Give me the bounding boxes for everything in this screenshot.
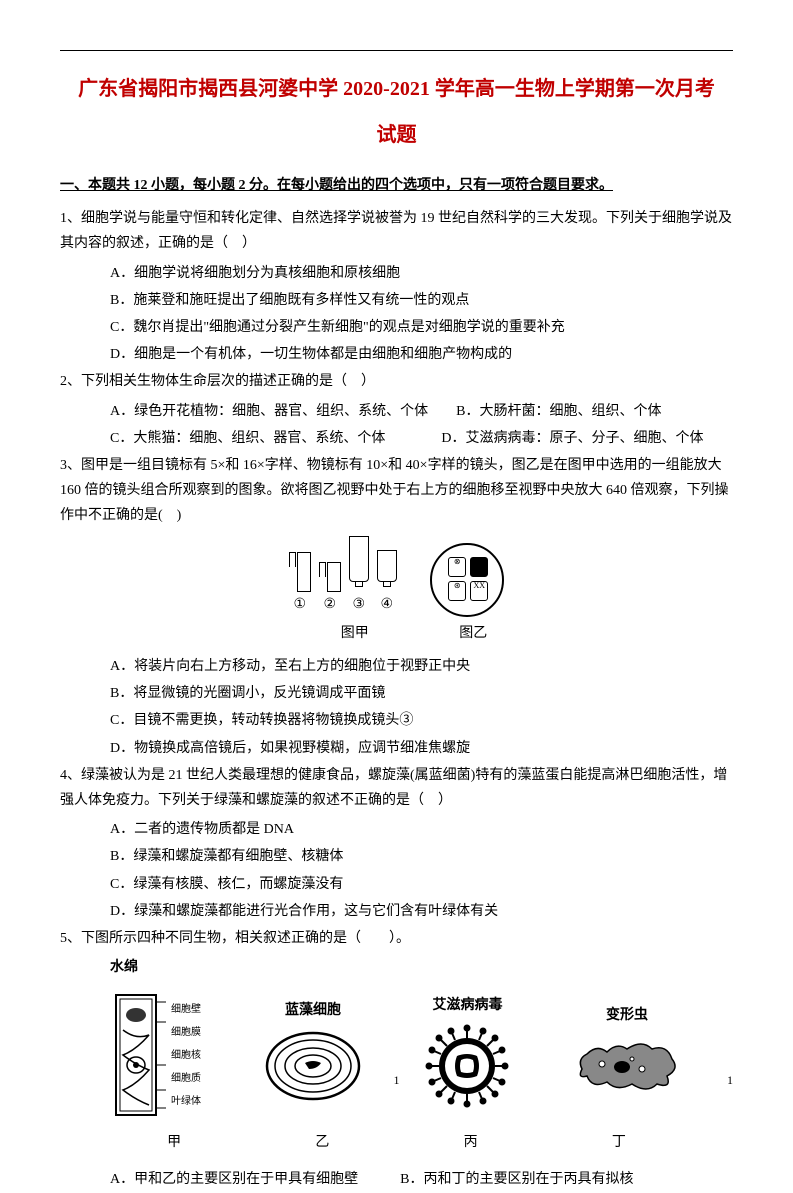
q2-option-d: D．艾滋病病毒：原子、分子、细胞、个体 [441,431,703,446]
label-wall: 细胞壁 [171,998,201,1021]
header-line [60,50,733,51]
q3-option-a: A．将装片向右上方移动，至右上方的细胞位于视野正中央 [60,654,733,679]
q3-figure: ① ② ③ ④ ⊗ ⊛ XX 图甲 图乙 [60,536,733,646]
label-ding: 丁 [612,1130,626,1155]
hiv-virus-icon [425,1024,510,1109]
exam-title-line2: 试题 [60,117,733,153]
section-one-header: 一、本题共 12 小题，每小题 2 分。在每小题给出的四个选项中，只有一项符合题… [60,173,733,198]
question-5: 5、下图所示四种不同生物，相关叙述正确的是（ ）。 [60,926,733,951]
cell-icon: XX [470,581,488,601]
microscope-view: ⊗ ⊛ XX [430,543,504,617]
q1-option-d: D．细胞是一个有机体，一切生物体都是由细胞和细胞产物构成的 [60,342,733,367]
q1-option-c: C．魏尔肖提出"细胞通过分裂产生新细胞"的观点是对细胞学说的重要补充 [60,315,733,340]
q2-option-b: B．大肠杆菌：细胞、组织、个体 [456,404,661,419]
lens-2-label: ② [319,592,341,617]
cell-icon: ⊗ [448,557,466,577]
question-4: 4、绿藻被认为是 21 世纪人类最理想的健康食品，螺旋藻(属蓝细菌)特有的藻蓝蛋… [60,763,733,813]
org-ding-label: 变形虫 [572,1003,682,1028]
question-1: 1、细胞学说与能量守恒和转化定律、自然选择学说被誉为 19 世纪自然科学的三大发… [60,206,733,256]
q5-option-a: A．甲和乙的主要区别在于甲具有细胞壁 [110,1172,358,1187]
q2-option-c: C．大熊猫：细胞、组织、器官、系统、个体 [110,431,385,446]
q4-option-a: A．二者的遗传物质都是 DNA [60,817,733,842]
q3-option-c: C．目镜不需更换，转动转换器将物镜换成镜头③ [60,708,733,733]
lens-4: ④ [377,550,397,616]
lens-3: ③ [349,536,369,616]
question-2: 2、下列相关生物体生命层次的描述正确的是（ ） [60,369,733,394]
page-number-center: 1 [60,1070,733,1092]
q2-options-cd: C．大熊猫：细胞、组织、器官、系统、个体 D．艾滋病病毒：原子、分子、细胞、个体 [60,426,733,451]
figure-captions: 图甲 图乙 [60,621,733,646]
q5-options-ab: A．甲和乙的主要区别在于甲具有细胞壁 B．丙和丁的主要区别在于丙具有拟核 [60,1167,733,1192]
q3-option-d: D．物镜换成高倍镜后，如果视野模糊，应调节细准焦螺旋 [60,736,733,761]
lens-1-label: ① [289,592,311,617]
organism-bottom-labels: 甲 乙 丙 丁 [60,1130,733,1155]
organisms-figure: 细胞壁 细胞膜 细胞核 细胞质 叶绿体 蓝藻细胞 艾滋病病毒 [60,990,733,1120]
page-footer: 1 1 [60,1070,733,1092]
q4-option-c: C．绿藻有核膜、核仁，而螺旋藻没有 [60,872,733,897]
org-yi-label: 蓝藻细胞 [263,998,363,1023]
shuimian-label: 水绵 [60,955,733,980]
lens-3-label: ③ [349,592,369,617]
lens-1: ① [289,552,311,617]
fig-jia-label: 图甲 [280,621,430,646]
label-nucleus: 细胞核 [171,1044,201,1067]
lens-diagram: ① ② ③ ④ [289,536,397,616]
q1-option-b: B．施莱登和施旺提出了细胞既有多样性又有统一性的观点 [60,288,733,313]
organism-bing: 艾滋病病毒 [425,993,510,1118]
q4-option-b: B．绿藻和螺旋藻都有细胞壁、核糖体 [60,844,733,869]
plant-cell-icon [111,990,171,1120]
organism-yi: 蓝藻细胞 [263,998,363,1113]
q4-option-d: D．绿藻和螺旋藻都能进行光合作用，这与它们含有叶绿体有关 [60,899,733,924]
q2-option-a: A．绿色开花植物：细胞、器官、组织、系统、个体 [110,404,428,419]
fig-yi-label: 图乙 [433,621,513,646]
q1-option-a: A．细胞学说将细胞划分为真核细胞和原核细胞 [60,261,733,286]
q2-options-ab: A．绿色开花植物：细胞、器官、组织、系统、个体 B．大肠杆菌：细胞、组织、个体 [60,399,733,424]
label-chloroplast: 叶绿体 [171,1090,201,1113]
question-3: 3、图甲是一组目镜标有 5×和 16×字样、物镜标有 10×和 40×字样的镜头… [60,453,733,529]
cyanobacteria-icon [263,1029,363,1104]
organism-jia: 细胞壁 细胞膜 细胞核 细胞质 叶绿体 [111,990,201,1120]
label-membrane: 细胞膜 [171,1021,201,1044]
lens-4-label: ④ [377,592,397,617]
org-bing-label: 艾滋病病毒 [425,993,510,1018]
exam-title-line1: 广东省揭阳市揭西县河婆中学 2020-2021 学年高一生物上学期第一次月考 [60,71,733,107]
label-bing: 丙 [464,1130,478,1155]
q3-option-b: B．将显微镜的光圈调小，反光镜调成平面镜 [60,681,733,706]
cell-icon [470,557,488,577]
cell-icon: ⊛ [448,581,466,601]
lens-2: ② [319,562,341,617]
organism-ding: 变形虫 [572,1003,682,1108]
label-jia: 甲 [167,1130,181,1155]
q5-option-b: B．丙和丁的主要区别在于丙具有拟核 [400,1172,633,1187]
label-yi: 乙 [315,1130,329,1155]
page-number-right: 1 [727,1070,733,1092]
plant-cell-labels: 细胞壁 细胞膜 细胞核 细胞质 叶绿体 [171,998,201,1113]
